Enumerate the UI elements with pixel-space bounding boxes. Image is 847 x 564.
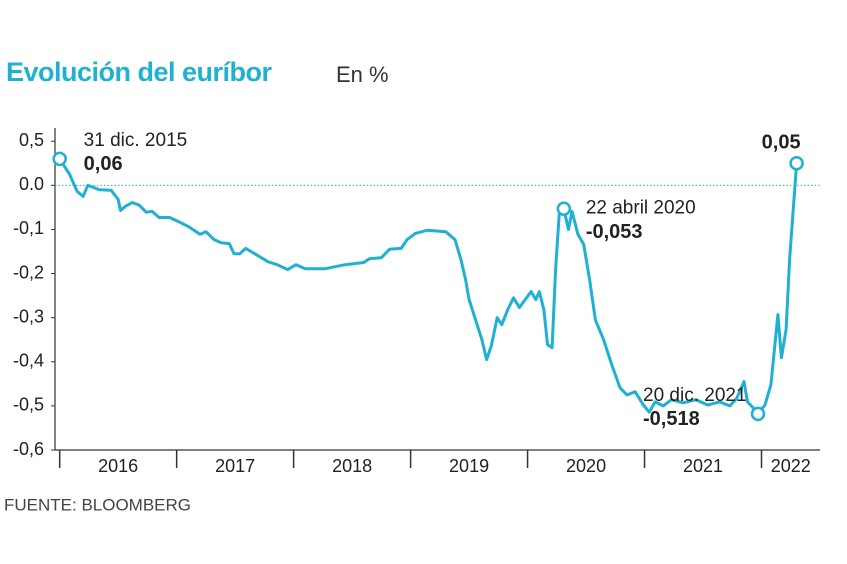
x-tick-label: 2017 bbox=[215, 456, 255, 476]
y-tick-label: -0,4 bbox=[13, 351, 44, 371]
x-tick-label: 2018 bbox=[332, 456, 372, 476]
annotation-marker bbox=[750, 406, 766, 422]
annotation-marker bbox=[52, 151, 67, 167]
annotation-marker bbox=[556, 201, 572, 216]
y-tick-label: -0,2 bbox=[13, 262, 44, 282]
annotation-value: -0,053 bbox=[586, 221, 643, 243]
chart-title: Evolución del euríbor bbox=[6, 57, 273, 87]
y-tick-label: -0,1 bbox=[13, 218, 44, 238]
y-tick-label: -0,5 bbox=[13, 395, 44, 415]
annotation-value: -0,518 bbox=[643, 408, 700, 430]
source: FUENTE: BLOOMBERG bbox=[4, 495, 191, 514]
annotation-date: 22 abril 2020 bbox=[586, 198, 696, 219]
y-tick-label: -0,3 bbox=[13, 306, 44, 326]
annotation-value: 0,06 bbox=[84, 153, 123, 175]
annotation-value: 0,05 bbox=[762, 132, 801, 154]
annotation-date: 20 dic. 2021 bbox=[643, 385, 747, 406]
x-tick-label: 2021 bbox=[683, 456, 723, 476]
y-tick-label: -0,6 bbox=[13, 439, 44, 459]
x-tick-label: 2020 bbox=[566, 456, 606, 476]
annotation-marker bbox=[789, 156, 804, 171]
line bbox=[58, 158, 799, 416]
y-tick-label: 0,5 bbox=[19, 130, 44, 150]
annotation-date: 31 dic. 2015 bbox=[84, 130, 188, 151]
y-tick-label: 0.0 bbox=[19, 174, 44, 194]
x-tick-label: 2022 bbox=[771, 456, 811, 476]
x-tick-label: 2016 bbox=[98, 456, 138, 476]
x-tick-label: 2019 bbox=[449, 456, 489, 476]
chart-subtitle: En % bbox=[336, 62, 389, 87]
